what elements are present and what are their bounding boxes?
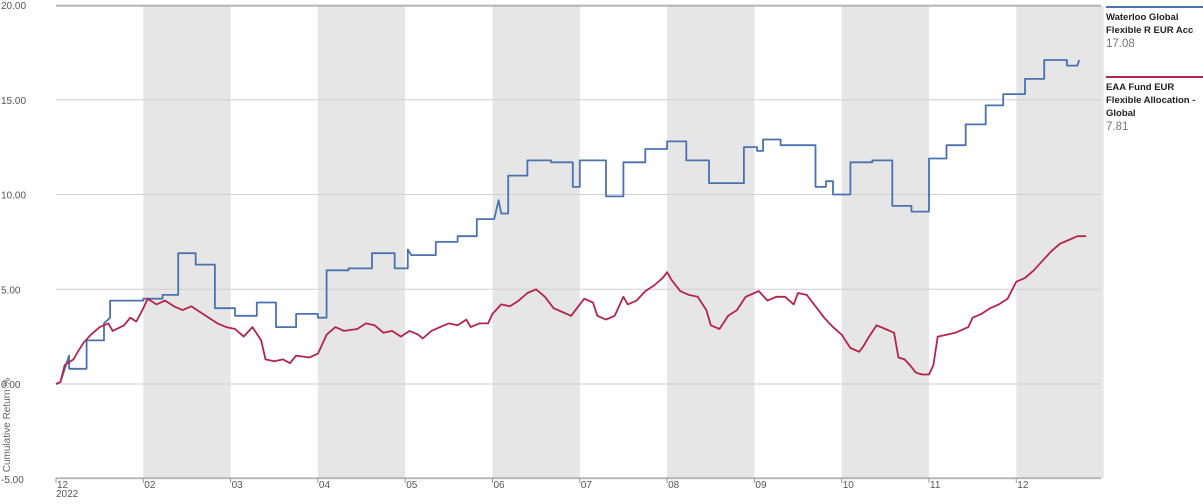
y-tick-label: -5.00 [1, 475, 24, 486]
legend-entry-eaa-category: EAA Fund EUR Flexible Allocation - Globa… [1106, 76, 1203, 134]
x-tick-label: 12 [57, 480, 69, 491]
y-tick-label: 20.00 [1, 1, 26, 12]
x-tick-label: 05 [406, 480, 418, 491]
x-axis-year-label: 2022 [56, 489, 79, 500]
legend-entry-waterloo: Waterloo Global Flexible R EUR Acc 17.08 [1106, 6, 1203, 51]
x-tick-label: 04 [319, 480, 331, 491]
legend-series-name: EAA Fund EUR Flexible Allocation - Globa… [1106, 82, 1196, 119]
legend-color-swatch [1106, 76, 1203, 78]
shaded-month-bands [143, 6, 1104, 478]
x-tick-label: 07 [581, 480, 593, 491]
x-tick-label: 10 [843, 480, 855, 491]
y-tick-label: 0.00 [1, 380, 21, 391]
legend: Waterloo Global Flexible R EUR Acc 17.08 [1106, 6, 1203, 51]
series-lines [55, 59, 1087, 385]
legend-second: EAA Fund EUR Flexible Allocation - Globa… [1106, 76, 1203, 134]
y-tick-label: 10.00 [1, 191, 26, 202]
legend-series-name: Waterloo Global Flexible R EUR Acc [1106, 12, 1194, 36]
series-line-fund [55, 59, 1081, 385]
legend-series-value: 17.08 [1106, 38, 1135, 50]
x-tick-label: 06 [494, 480, 506, 491]
y-tick-label: 15.00 [1, 96, 26, 107]
legend-series-value: 7.81 [1106, 121, 1129, 133]
legend-color-swatch [1106, 6, 1203, 8]
series-line-category [55, 235, 1087, 385]
y-axis-title: Cumulative Return % [2, 378, 13, 473]
x-tick-label: 02 [144, 480, 156, 491]
shaded-band-4 [667, 6, 755, 478]
y-tick-label: 5.00 [1, 285, 21, 296]
shaded-band-1 [143, 6, 231, 478]
y-axis-tick-labels: 20.00 15.00 10.00 5.00 0.00 -5.00 [1, 1, 26, 486]
x-tick-label: 08 [668, 480, 680, 491]
x-tick-label: 09 [755, 480, 767, 491]
x-tick-label: 11 [930, 480, 941, 491]
x-axis-tick-labels: 12 02 03 04 05 06 07 08 09 10 11 12 [55, 478, 1029, 491]
shaded-band-5 [841, 6, 929, 478]
shaded-band-2 [317, 6, 406, 478]
shaded-band-6 [1016, 6, 1104, 478]
x-tick-label: 03 [232, 480, 244, 491]
shaded-band-3 [492, 6, 580, 478]
x-tick-label: 12 [1017, 480, 1029, 491]
